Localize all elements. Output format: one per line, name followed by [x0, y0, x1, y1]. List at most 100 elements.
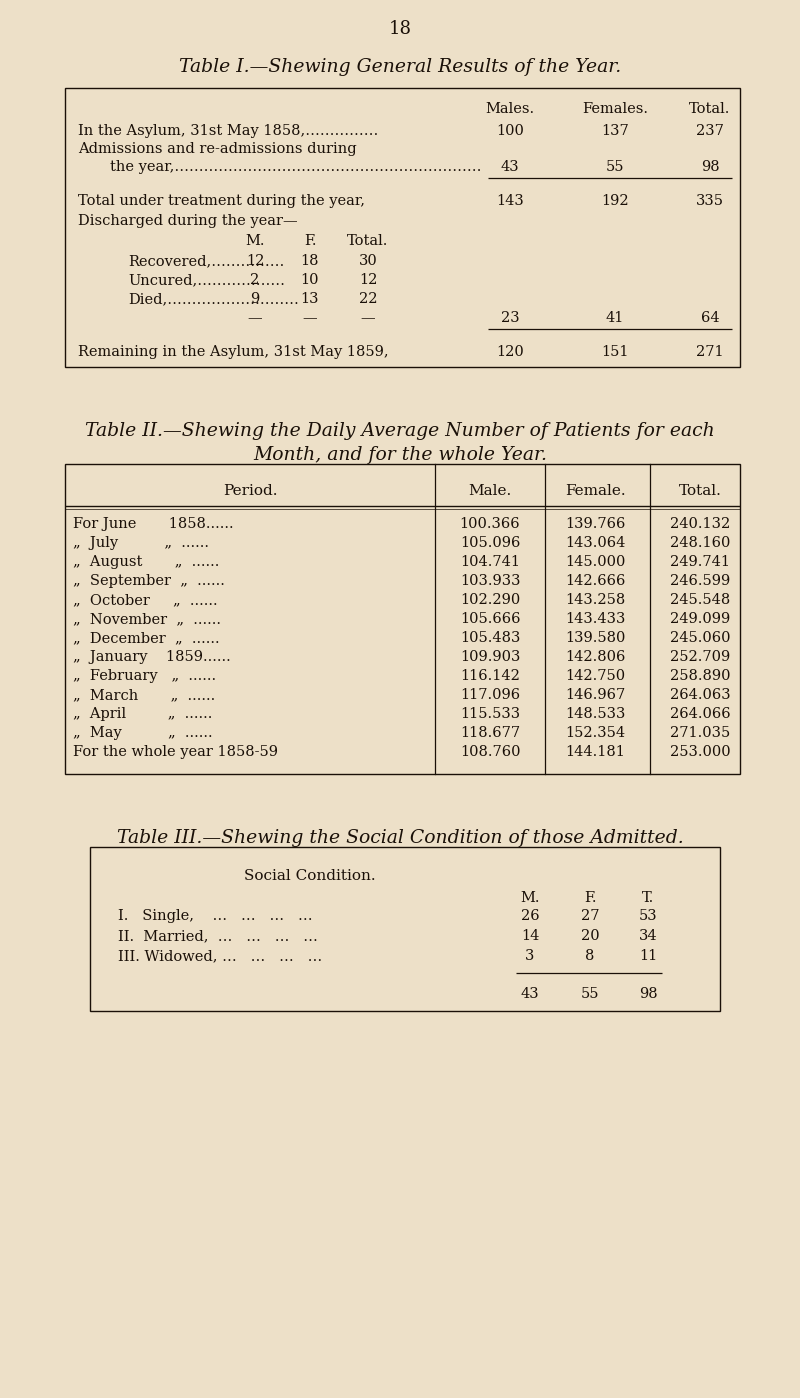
- Text: 264.063: 264.063: [670, 688, 730, 702]
- Text: 9: 9: [250, 292, 260, 306]
- Text: 142.750: 142.750: [565, 670, 625, 684]
- Text: 151: 151: [602, 345, 629, 359]
- Text: 145.000: 145.000: [565, 555, 625, 569]
- Text: 240.132: 240.132: [670, 517, 730, 531]
- Text: III. Widowed, …   …   …   …: III. Widowed, … … … …: [118, 949, 322, 963]
- Text: 253.000: 253.000: [670, 745, 730, 759]
- Text: 117.096: 117.096: [460, 688, 520, 702]
- Text: 144.181: 144.181: [565, 745, 625, 759]
- Text: Discharged during the year—: Discharged during the year—: [78, 214, 298, 228]
- Text: 142.666: 142.666: [565, 575, 625, 589]
- Text: For the whole year 1858-59: For the whole year 1858-59: [73, 745, 278, 759]
- Text: 105.666: 105.666: [460, 612, 520, 626]
- Text: 10: 10: [301, 273, 319, 287]
- Text: 98: 98: [638, 987, 658, 1001]
- Text: 248.160: 248.160: [670, 535, 730, 549]
- Text: Table I.—Shewing General Results of the Year.: Table I.—Shewing General Results of the …: [179, 57, 621, 75]
- Text: Total.: Total.: [690, 102, 730, 116]
- Text: 102.290: 102.290: [460, 593, 520, 607]
- Text: T.: T.: [642, 891, 654, 905]
- Text: 118.677: 118.677: [460, 726, 520, 740]
- Text: Total.: Total.: [347, 233, 389, 247]
- Bar: [65, 464, 740, 774]
- Text: Males.: Males.: [486, 102, 534, 116]
- Text: 12: 12: [359, 273, 377, 287]
- Text: „  November  „  ......: „ November „ ......: [73, 612, 221, 626]
- Text: Females.: Females.: [582, 102, 648, 116]
- Text: 105.096: 105.096: [460, 535, 520, 549]
- Text: 246.599: 246.599: [670, 575, 730, 589]
- Text: 116.142: 116.142: [460, 670, 520, 684]
- Text: 53: 53: [638, 909, 658, 923]
- Text: 34: 34: [638, 930, 658, 944]
- Text: Recovered,……………: Recovered,……………: [128, 254, 284, 268]
- Text: 20: 20: [581, 930, 599, 944]
- Text: 143: 143: [496, 194, 524, 208]
- Text: Table II.—Shewing the Daily Average Number of Patients for each: Table II.—Shewing the Daily Average Numb…: [85, 422, 715, 440]
- Text: 23: 23: [501, 310, 519, 324]
- Text: Total.: Total.: [678, 484, 722, 498]
- Text: 249.741: 249.741: [670, 555, 730, 569]
- Text: 245.548: 245.548: [670, 593, 730, 607]
- Text: 103.933: 103.933: [460, 575, 520, 589]
- Text: 13: 13: [301, 292, 319, 306]
- Text: 245.060: 245.060: [670, 630, 730, 644]
- Text: 55: 55: [581, 987, 599, 1001]
- Text: 55: 55: [606, 159, 624, 173]
- Text: Remaining in the Asylum, 31st May 1859,: Remaining in the Asylum, 31st May 1859,: [78, 345, 389, 359]
- Text: 64: 64: [701, 310, 719, 324]
- Bar: [90, 847, 720, 1011]
- Text: M.: M.: [520, 891, 540, 905]
- Text: Table III.—Shewing the Social Condition of those Admitted.: Table III.—Shewing the Social Condition …: [117, 829, 683, 847]
- Text: 43: 43: [521, 987, 539, 1001]
- Text: „  December  „  ......: „ December „ ......: [73, 630, 220, 644]
- Text: 252.709: 252.709: [670, 650, 730, 664]
- Text: 3: 3: [526, 949, 534, 963]
- Text: —: —: [302, 310, 318, 324]
- Text: 18: 18: [301, 254, 319, 268]
- Text: „  October     „  ......: „ October „ ......: [73, 593, 218, 607]
- Text: Male.: Male.: [468, 484, 512, 498]
- Text: „  February   „  ......: „ February „ ......: [73, 670, 216, 684]
- Text: 237: 237: [696, 124, 724, 138]
- Text: 18: 18: [389, 20, 411, 38]
- Text: Female.: Female.: [565, 484, 626, 498]
- Text: 137: 137: [601, 124, 629, 138]
- Text: 139.766: 139.766: [565, 517, 625, 531]
- Text: In the Asylum, 31st May 1858,……………: In the Asylum, 31st May 1858,……………: [78, 124, 378, 138]
- Text: Uncured,………………: Uncured,………………: [128, 273, 285, 287]
- Text: F.: F.: [304, 233, 316, 247]
- Text: Social Condition.: Social Condition.: [244, 870, 376, 884]
- Text: 109.903: 109.903: [460, 650, 520, 664]
- Text: 264.066: 264.066: [670, 707, 730, 721]
- Text: II.  Married,  …   …   …   …: II. Married, … … … …: [118, 930, 318, 944]
- Text: 192: 192: [601, 194, 629, 208]
- Text: I.   Single,    …   …   …   …: I. Single, … … … …: [118, 909, 313, 923]
- Text: 249.099: 249.099: [670, 612, 730, 626]
- Text: 27: 27: [581, 909, 599, 923]
- Text: 143.433: 143.433: [565, 612, 625, 626]
- Text: 8: 8: [586, 949, 594, 963]
- Text: 14: 14: [521, 930, 539, 944]
- Text: 146.967: 146.967: [565, 688, 625, 702]
- Text: Died,………………………: Died,………………………: [128, 292, 299, 306]
- Text: 43: 43: [501, 159, 519, 173]
- Text: „  March       „  ......: „ March „ ......: [73, 688, 215, 702]
- Text: 271: 271: [696, 345, 724, 359]
- Text: Total under treatment during the year,: Total under treatment during the year,: [78, 194, 365, 208]
- Text: Admissions and re-admissions during: Admissions and re-admissions during: [78, 143, 357, 157]
- Text: —: —: [361, 310, 375, 324]
- Text: 152.354: 152.354: [565, 726, 625, 740]
- Text: 100.366: 100.366: [460, 517, 520, 531]
- Text: 98: 98: [701, 159, 719, 173]
- Text: 108.760: 108.760: [460, 745, 520, 759]
- Text: 258.890: 258.890: [670, 670, 730, 684]
- Text: „  September  „  ......: „ September „ ......: [73, 575, 225, 589]
- Text: 143.064: 143.064: [565, 535, 625, 549]
- Text: 11: 11: [639, 949, 657, 963]
- Text: 335: 335: [696, 194, 724, 208]
- Text: F.: F.: [584, 891, 596, 905]
- Text: 41: 41: [606, 310, 624, 324]
- Text: 30: 30: [358, 254, 378, 268]
- Bar: [65, 88, 740, 368]
